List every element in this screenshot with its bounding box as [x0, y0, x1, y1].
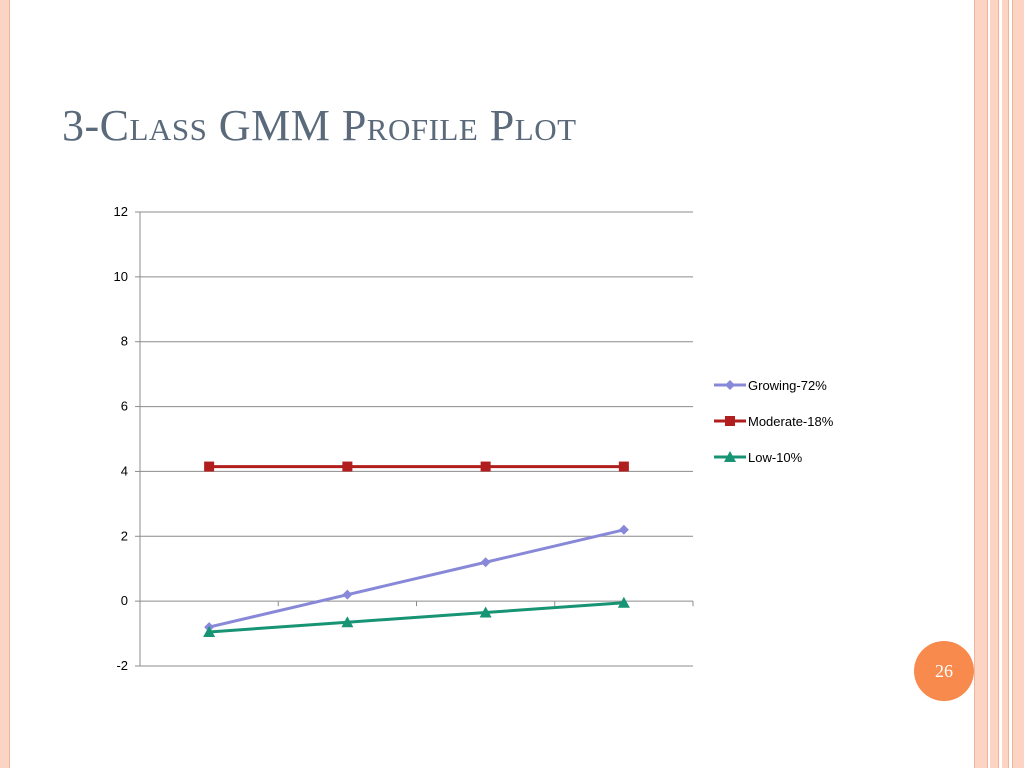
y-tick-label: -2 — [116, 658, 128, 673]
series-line-growing-72 — [208, 528, 625, 629]
data-point-moderate-18 — [480, 461, 491, 472]
y-tick-label: 6 — [121, 399, 128, 414]
legend-marker-growing-72 — [725, 380, 735, 390]
data-point-moderate-18 — [342, 461, 353, 472]
right-frame-stripes — [974, 0, 1024, 768]
data-point-low-10 — [341, 616, 354, 628]
slide-title: 3-Class GMM Profile Plot — [62, 101, 577, 150]
legend-label-growing-72: Growing-72% — [748, 378, 827, 393]
data-point-low-10 — [617, 596, 630, 608]
legend-label-low-10: Low-10% — [748, 450, 803, 465]
legend-label-moderate-18: Moderate-18% — [748, 414, 834, 429]
data-point-moderate-18 — [618, 461, 629, 472]
series-line-low-10 — [209, 601, 624, 634]
y-tick-label: 2 — [121, 528, 128, 543]
y-tick-label: 4 — [121, 463, 128, 478]
y-tick-label: 0 — [121, 593, 128, 608]
data-point-moderate-18 — [204, 461, 215, 472]
data-point-growing-72 — [480, 557, 491, 568]
legend-marker-moderate-18 — [725, 416, 735, 426]
left-frame-border — [0, 0, 10, 768]
legend-marker-low-10 — [724, 451, 736, 462]
y-tick-label: 12 — [114, 204, 128, 219]
y-tick-label: 8 — [121, 334, 128, 349]
page-number-badge: 26 — [914, 641, 974, 701]
y-tick-label: 10 — [114, 269, 128, 284]
profile-line-chart: -2 0 2 4 6 8 10 12 Growing-72% Moderate-18% Low-10… — [114, 204, 834, 673]
data-point-growing-72 — [342, 589, 353, 600]
data-point-low-10 — [203, 625, 216, 637]
data-point-low-10 — [479, 606, 492, 618]
data-point-growing-72 — [618, 524, 629, 535]
